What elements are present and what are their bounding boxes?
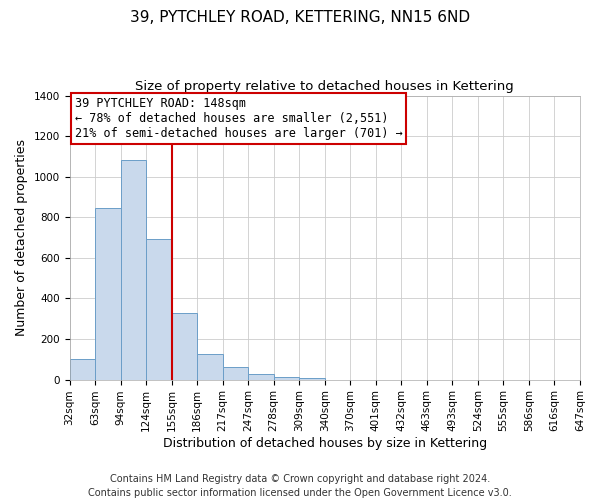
Bar xyxy=(197,354,223,380)
Bar xyxy=(274,376,299,380)
Text: 39, PYTCHLEY ROAD, KETTERING, NN15 6ND: 39, PYTCHLEY ROAD, KETTERING, NN15 6ND xyxy=(130,10,470,25)
Bar xyxy=(299,378,325,380)
Bar xyxy=(223,368,248,380)
Y-axis label: Number of detached properties: Number of detached properties xyxy=(15,139,28,336)
Bar xyxy=(146,238,172,380)
Bar xyxy=(95,208,121,380)
Bar xyxy=(70,360,95,380)
Text: Contains HM Land Registry data © Crown copyright and database right 2024.
Contai: Contains HM Land Registry data © Crown c… xyxy=(88,474,512,498)
Bar xyxy=(248,374,274,380)
Bar xyxy=(121,160,146,380)
Bar xyxy=(172,312,197,380)
X-axis label: Distribution of detached houses by size in Kettering: Distribution of detached houses by size … xyxy=(163,437,487,450)
Title: Size of property relative to detached houses in Kettering: Size of property relative to detached ho… xyxy=(136,80,514,93)
Text: 39 PYTCHLEY ROAD: 148sqm
← 78% of detached houses are smaller (2,551)
21% of sem: 39 PYTCHLEY ROAD: 148sqm ← 78% of detach… xyxy=(74,97,403,140)
